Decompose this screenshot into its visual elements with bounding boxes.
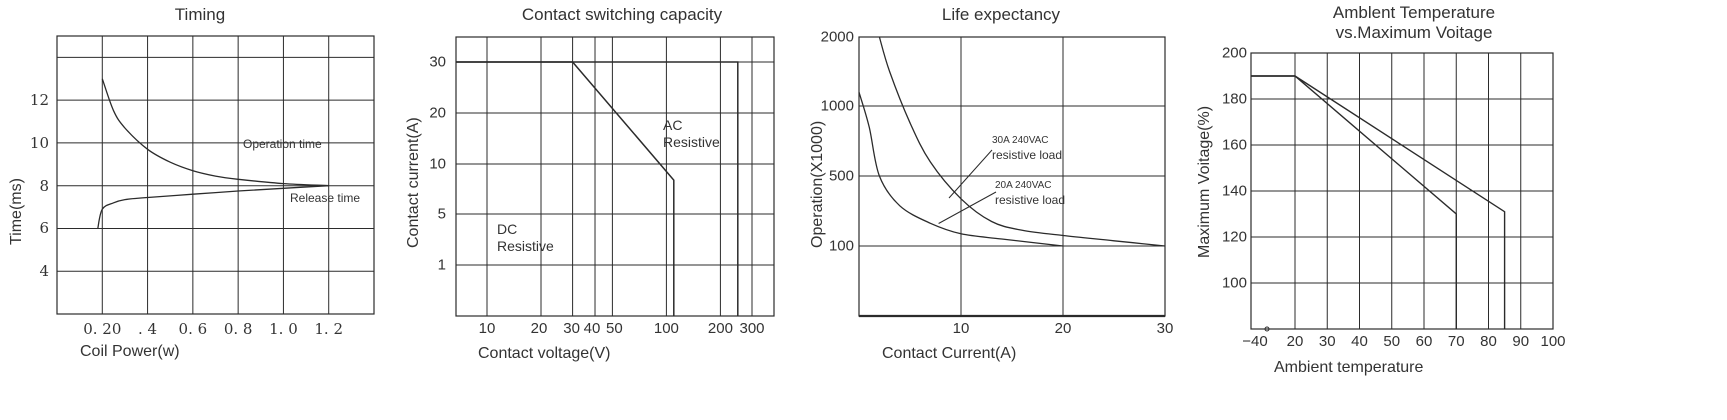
x-tick-label: 0. 6 (178, 320, 208, 338)
x-tick-label: 30 (1318, 333, 1336, 350)
x-tick-label: 50 (606, 320, 623, 337)
x-tick-label: 20 (530, 320, 548, 337)
plot-frame (56, 35, 375, 315)
annotation-20a-line2: resistive load (995, 193, 1066, 207)
series-line-dc-resistive (456, 61, 675, 316)
annotation-leader-20a (938, 191, 997, 224)
y-tick-label: 30 (429, 53, 446, 71)
series-label-dc-line1: DC (497, 221, 518, 237)
y-tick-label: 2000 (820, 28, 854, 46)
chart-contact-switching-capacity: Contact switching capacity Contact curre… (400, 0, 800, 420)
annotation-30a-line2: resistive load (992, 148, 1063, 162)
annotation-30a: 30A 240VAC resistive load (992, 133, 1062, 163)
chart-title: Contact switching capacity (521, 5, 723, 24)
chart-title: Life expectancy (941, 5, 1061, 24)
x-tick-label: 50 (1383, 333, 1401, 350)
y-tick-label: 500 (828, 167, 854, 185)
series-label-ac-line2: Resistive (663, 134, 720, 150)
x-axis-label: Coil Power(w) (80, 343, 180, 360)
y-tick-label: 4 (39, 262, 49, 281)
y-tick-label: 10 (29, 133, 49, 152)
chart-plot-timing (56, 35, 375, 315)
y-tick-label: 100 (828, 237, 854, 255)
series-label-ac-resistive: AC Resistive (663, 117, 720, 151)
chart-ambient-temperature: Amblent Temperature vs.Maximum Voitage M… (1196, 0, 1727, 420)
x-axis-label: Contact Current(A) (882, 345, 1017, 362)
series-label-dc-resistive: DC Resistive (497, 221, 554, 255)
series-label-ac-line1: AC (663, 117, 683, 133)
x-tick-label: −40 (1242, 333, 1268, 350)
chart-timing: Timing Time(ms) Coil Power(w) 0. 20 . 4 0.… (0, 0, 400, 420)
y-axis-label: Contact current(A) (405, 117, 422, 248)
chart-title: Amblent Temperature vs.Maximum Voitage (1333, 3, 1495, 43)
y-tick-label: 1 (437, 256, 446, 274)
annotation-leader-30a (948, 149, 993, 199)
x-tick-label: 30 (563, 320, 580, 337)
x-tick-label: 40 (583, 320, 601, 337)
x-tick-label: 20 (1054, 320, 1072, 337)
y-axis-label: Maximum Voitage(%) (1196, 105, 1213, 258)
series-line-20a (858, 92, 1064, 247)
y-tick-label: 1000 (820, 97, 854, 115)
y-tick-label: 5 (437, 205, 446, 223)
axis-origin-marker (1264, 326, 1270, 332)
series-line-operation-time (101, 78, 329, 187)
y-tick-label: 6 (39, 219, 49, 238)
y-tick-label: 160 (1221, 136, 1247, 154)
y-tick-label: 100 (1221, 274, 1247, 292)
x-tick-label: 80 (1480, 333, 1497, 350)
y-tick-label: 120 (1221, 228, 1247, 246)
series-line-release-time (97, 185, 329, 229)
x-tick-label: 300 (739, 320, 765, 337)
x-tick-label: 0. 20 (83, 320, 122, 338)
x-tick-label: . 4 (138, 320, 158, 338)
y-tick-label: 12 (29, 91, 49, 110)
chart-plot-life (858, 36, 1166, 318)
chart-life-expectancy: Life expectancy Operation(X1000) Contact… (800, 0, 1200, 420)
y-tick-label: 180 (1221, 90, 1247, 108)
x-tick-label: 30 (1156, 320, 1174, 337)
annotation-20a-line1: 20A 240VAC (995, 180, 1052, 191)
annotation-20a: 20A 240VAC resistive load (995, 178, 1065, 208)
x-tick-label: 10 (478, 320, 496, 337)
series-line-30a (878, 36, 1166, 247)
x-tick-label: 10 (952, 320, 970, 337)
x-tick-label: 20 (1286, 333, 1304, 350)
x-tick-label: 100 (1540, 333, 1566, 350)
chart-plot-temperature (1250, 52, 1554, 332)
series-label-operation-time: Operation time (243, 137, 322, 151)
series-label-release-time: Release time (290, 191, 361, 205)
x-tick-label: 60 (1415, 333, 1433, 350)
y-tick-label: 8 (39, 176, 49, 195)
chart-title-line2: vs.Maximum Voitage (1335, 23, 1493, 42)
annotation-30a-line1: 30A 240VAC (992, 135, 1049, 146)
x-tick-label: 0. 8 (223, 320, 253, 338)
x-tick-label: 200 (707, 320, 733, 337)
series-label-dc-line2: Resistive (497, 238, 554, 254)
series-line-2 (1251, 75, 1506, 329)
x-axis-label: Ambient temperature (1274, 359, 1424, 376)
y-axis-label: Operation(X1000) (809, 120, 826, 248)
chart-title-line1: Amblent Temperature (1332, 3, 1496, 22)
plot-frame (455, 36, 775, 317)
y-tick-label: 140 (1221, 182, 1247, 200)
x-tick-label: 70 (1447, 333, 1465, 350)
x-tick-label: 100 (653, 320, 679, 337)
chart-title: Timing (174, 5, 226, 24)
y-tick-label: 200 (1221, 44, 1247, 62)
x-tick-label: 1. 0 (269, 320, 298, 338)
chart-plot-switching (455, 36, 775, 317)
x-axis-label: Contact voltage(V) (478, 345, 611, 362)
x-tick-label: 40 (1351, 333, 1368, 350)
y-tick-label: 10 (429, 155, 446, 173)
y-axis-label: Time(ms) (8, 178, 25, 245)
x-tick-label: 1. 2 (314, 320, 344, 338)
y-tick-label: 20 (429, 104, 446, 122)
series-line-ac-resistive (456, 61, 739, 316)
x-tick-label: 90 (1512, 333, 1530, 350)
